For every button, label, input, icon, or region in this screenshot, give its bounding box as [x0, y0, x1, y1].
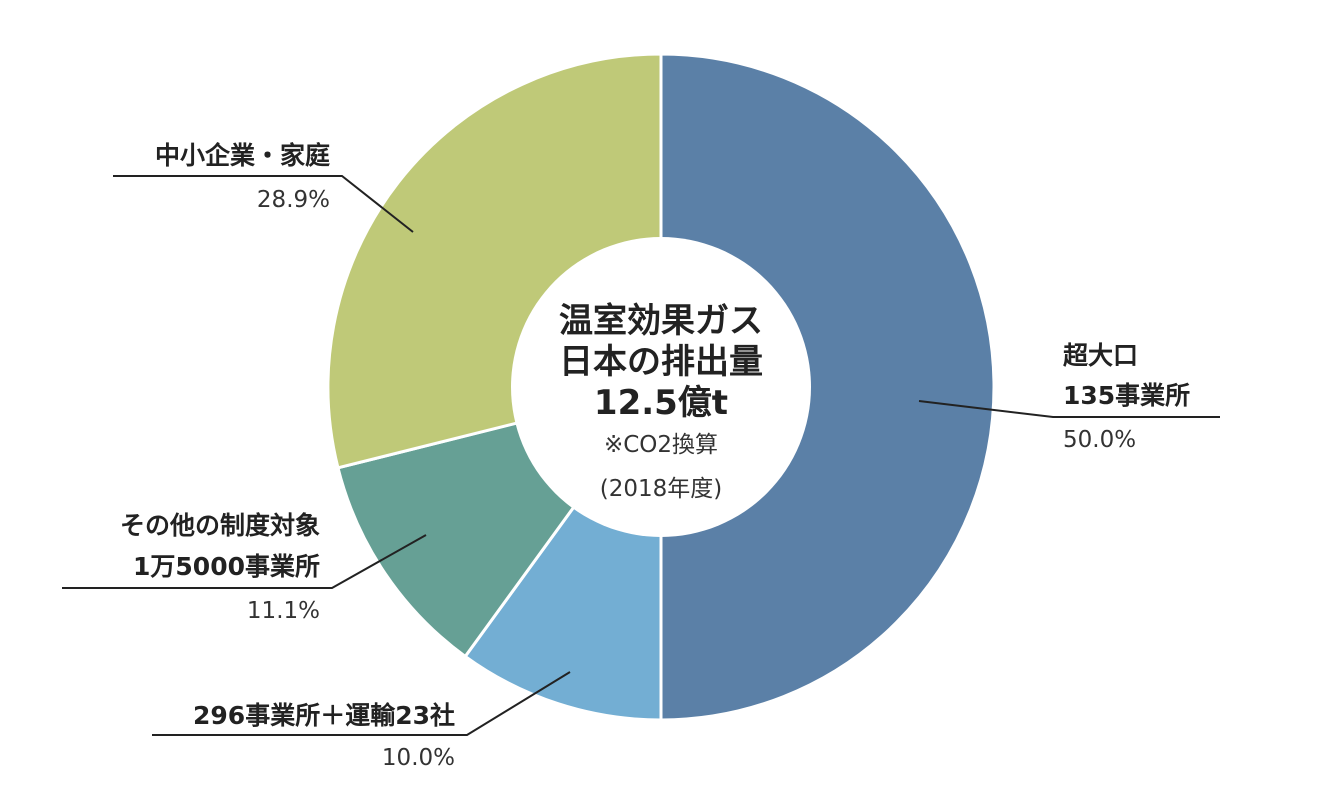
leader-lines	[62, 175, 1220, 736]
center-title-line-1: 温室効果ガス	[559, 301, 763, 341]
slice-value-3: 28.9%	[257, 187, 330, 213]
slice-label-0-line-1: 135事業所	[1063, 381, 1190, 410]
slice-label-3-line-0: 中小企業・家庭	[155, 141, 330, 170]
slice-value-1: 10.0%	[382, 745, 455, 771]
leader-line-1	[152, 671, 571, 736]
slice-label-2-line-0: その他の制度対象	[120, 511, 320, 540]
center-total: 12.5億t	[594, 383, 728, 423]
donut-hole	[511, 237, 811, 537]
leader-line-2	[62, 534, 427, 589]
center-year: (2018年度)	[600, 476, 722, 502]
slice-label-0-line-0: 超大口	[1063, 341, 1138, 370]
slice-labels: 超大口 135事業所 50.0% 296事業所＋運輸23社 10.0% その他の制度対象 1…	[120, 141, 1190, 771]
slice-0	[659, 52, 996, 722]
slice-label-1-line-0: 296事業所＋運輸23社	[193, 701, 455, 730]
slice-label-2-line-1: 1万5000事業所	[133, 552, 320, 581]
center-title-line-2: 日本の排出量	[559, 342, 763, 382]
center-text: 温室効果ガス 日本の排出量 12.5億t ※CO2換算 (2018年度)	[559, 301, 763, 502]
leader-line-0	[918, 400, 1220, 418]
center-note: ※CO2換算	[604, 432, 718, 458]
slice-value-2: 11.1%	[247, 598, 320, 624]
slice-value-0: 50.0%	[1063, 427, 1136, 453]
leader-line-3	[113, 175, 414, 233]
